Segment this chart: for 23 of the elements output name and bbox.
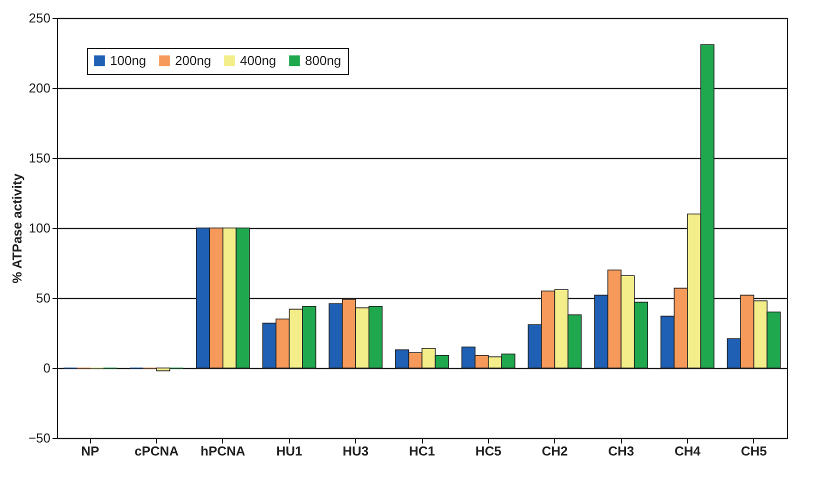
y-tick-label: 50 [36, 290, 50, 306]
x-tick-label: CH3 [608, 444, 634, 458]
y-tick-label: 250 [28, 10, 50, 26]
y-axis-title: % ATPase activity [9, 172, 24, 284]
x-tick-label: cPCNA [134, 444, 180, 458]
y-tick-label: 0 [43, 360, 50, 376]
y-tick-label: 100 [28, 220, 50, 236]
x-tick-label: HC5 [475, 444, 502, 458]
legend-label: 200ng [175, 52, 212, 68]
x-tick-label: HC1 [408, 444, 436, 458]
x-tick-label: hPCNA [200, 444, 246, 458]
x-tick-label: HU3 [342, 444, 369, 458]
y-tick-label: 150 [28, 150, 50, 166]
y-tick-label: 200 [28, 80, 50, 96]
legend-label: 800ng [305, 52, 342, 68]
y-tick-label: −50 [28, 430, 50, 446]
x-tick-label: CH2 [542, 444, 568, 458]
x-tick-label: CH5 [740, 444, 767, 458]
x-tick-label: NP [81, 444, 100, 458]
legend-label: 100ng [110, 52, 146, 68]
x-tick-label: CH4 [674, 444, 702, 458]
legend-label: 400ng [240, 52, 276, 68]
x-tick-label: HU1 [276, 444, 302, 458]
